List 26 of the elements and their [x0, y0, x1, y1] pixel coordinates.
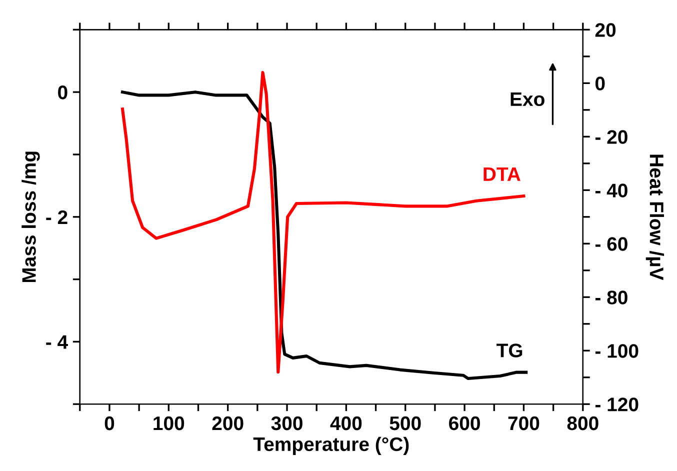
series-label: TG: [496, 344, 522, 358]
x-tick-label: 700: [508, 416, 540, 430]
series-label: DTA: [484, 168, 520, 181]
x-tick-label: 0: [104, 416, 114, 430]
x-axis-title: Temperature (°C): [253, 436, 409, 455]
y2-tick-label: - 80: [595, 290, 628, 304]
y-tick-label: - 4: [46, 335, 68, 349]
x-tick-label: 500: [390, 416, 421, 430]
y2-tick-label: - 60: [595, 237, 628, 251]
x-tick-label: 800: [567, 416, 598, 430]
y2-axis-title: Heat Flow /µV: [646, 154, 664, 280]
x-tick-label: 100: [154, 416, 184, 430]
x-tick-label: 200: [212, 416, 244, 430]
y-tick-label: 0: [58, 86, 68, 100]
y2-tick-label: - 120: [595, 398, 638, 412]
y2-tick-label: - 40: [595, 184, 628, 198]
y2-tick-label: 20: [595, 23, 616, 37]
y2-tick-label: - 20: [595, 130, 628, 144]
y2-tick-label: - 100: [595, 344, 638, 358]
x-tick-label: 300: [271, 416, 302, 430]
annotation: Exo: [510, 92, 544, 106]
y2-tick-label: 0: [595, 76, 605, 90]
x-tick-label: 400: [330, 416, 362, 430]
y-axis-title: Mass loss /mg: [22, 152, 40, 282]
y-tick-label: - 2: [46, 210, 68, 224]
x-tick-label: 600: [449, 416, 480, 430]
